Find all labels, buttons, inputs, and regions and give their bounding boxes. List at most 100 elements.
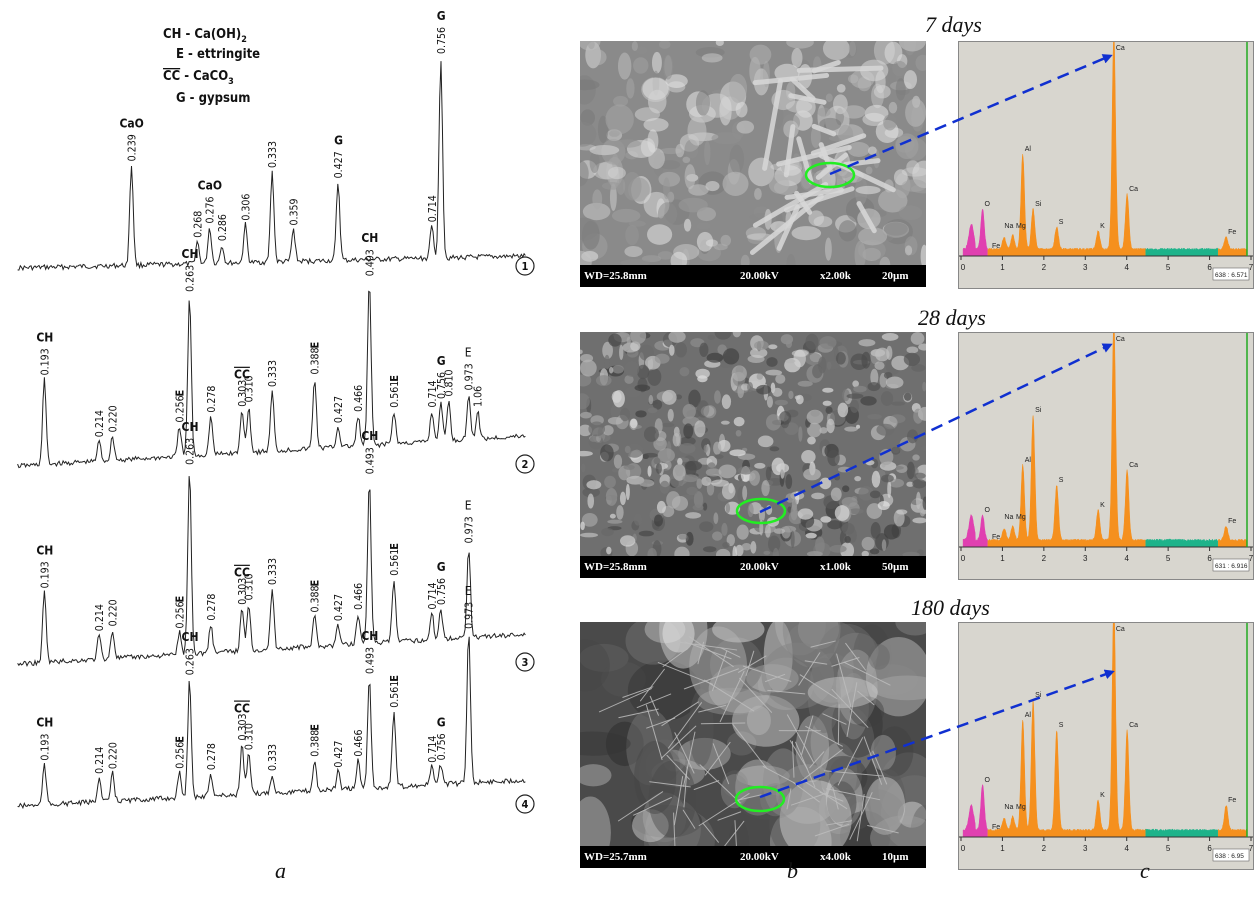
eds-peak-label: Al [1025,146,1032,153]
sem-particle [684,164,696,190]
sem-particle [735,101,748,118]
sem-image-7-days: WD=25.8mm 20.00kV x2.00k 20µm [580,41,926,287]
sem-crystal [856,201,877,234]
eds-axis-label: 4 [1124,844,1129,853]
sem-particle [641,255,662,263]
sem-particle [874,361,885,370]
sem-particle [643,117,669,132]
sem-particle [582,487,600,498]
sem-particle [674,546,690,556]
eds-peak-label: Ca [1116,336,1125,343]
sem-particle [711,479,729,487]
legend-ch: CH - Ca(OH)2 [163,27,247,45]
xrd-d-spacing-label: 0.561 [389,381,401,408]
sem-particle [679,443,696,454]
sem-particle [767,535,781,553]
xrd-d-spacing-label: 0.810 [444,370,456,397]
sem-particle [580,359,597,377]
sem-particle [840,542,855,556]
sem-particle [844,536,851,544]
sem-particle [913,472,926,479]
sem-particle [682,156,691,164]
sem-particle [728,482,734,494]
sem-particle [877,501,890,511]
sem-particle [807,436,816,445]
sem-particle [716,548,731,556]
xrd-d-spacing-label: 0.303 [237,380,249,407]
eds-axis-label: 5 [1166,554,1171,563]
xrd-phase-label: E [309,724,322,731]
eds-chart: 0 1 2 3 4 5 6 7 O Fe Na Mg Al Si S K Ca Ca Fe 638 : 6.95 [959,623,1253,862]
sem-micrograph [580,622,926,846]
sem-particle [688,184,709,196]
sem-particle [811,492,825,500]
sem-particle [733,416,745,427]
sem-particle [720,420,730,425]
sem-particle [595,375,612,386]
sem-particle [801,449,816,464]
sem-crystal [693,780,720,791]
sem-particle [647,129,659,153]
xrd-phase-label: E [309,579,322,586]
xrd-legend: CH - Ca(OH)2 E - ettringite CC - CaCO3 G… [163,27,260,106]
xrd-d-spacing-label: 0.303 [237,578,249,605]
sem-particle [631,41,638,52]
trace-number-circle [515,652,535,672]
sem-particle [644,622,686,644]
xrd-d-spacing-label: 0.973 [464,602,476,629]
trace-number: 3 [522,656,529,669]
sem-particle [854,475,862,482]
eds-peak-label: Si [1035,201,1042,208]
xrd-d-spacing-label: 0.388 [310,347,322,374]
sem-crystal [702,822,719,843]
eds-peak-label: Al [1025,712,1032,719]
sem-particle [709,637,764,693]
xrd-d-spacing-label: 0.193 [39,348,51,375]
sem-particle [766,357,778,367]
panel-letter-a: a [275,858,286,883]
xrd-phase-label: CH [182,420,199,434]
eds-axis-label: 0 [961,554,966,563]
xrd-phase-label: E [388,543,401,550]
sem-particle [633,57,649,74]
sem-particle [826,418,835,434]
day-label-28: 28 days [918,305,986,330]
eds-peak-label: O [985,777,991,784]
xrd-d-spacing-label: 0.278 [206,386,218,413]
sem-particle [637,364,650,380]
sem-particle [819,477,832,490]
sem-particle [685,512,702,519]
xrd-trace-4 [17,636,526,810]
eds-peak-label: Na [1004,804,1013,811]
sem-crystal [867,824,899,834]
sem-particle [612,365,624,374]
sem-particle [860,396,877,406]
sem-particle [791,226,822,241]
sem-particle [626,336,631,345]
eds-spectrum-fill [987,42,1146,257]
sem-particle [785,359,796,364]
sem-particle [707,334,716,340]
sem-particle [728,819,750,846]
sem-particle [827,520,843,530]
sem-particle [663,749,686,772]
sem-particle [721,394,732,409]
sem-particle [580,41,601,51]
xrd-d-spacing-label: 0.359 [288,198,300,225]
xrd-d-spacing-label: 0.310 [244,573,256,600]
sem-particle [605,104,634,135]
sem-crystal [673,812,676,846]
sem-particle [597,115,609,143]
sem-crystal [618,708,659,719]
sem-particle [763,550,771,555]
sem-particle [805,532,817,539]
sem-particle [834,474,841,481]
sem-particle [896,509,908,515]
sem-particle [699,521,714,532]
trace-number-circle [515,454,535,474]
panel-letter-c: c [1140,858,1150,883]
sem-crystal [845,642,866,671]
sem-particle [587,493,595,509]
sem-particle [635,410,647,418]
eds-background-region [1145,828,1219,838]
